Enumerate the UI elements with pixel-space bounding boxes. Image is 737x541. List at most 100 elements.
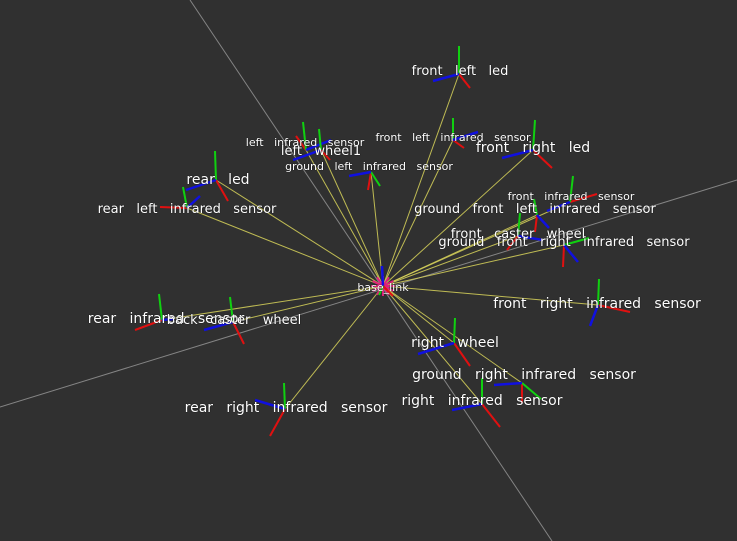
x-axis [269,408,286,437]
y-axis [158,293,163,321]
axes-right-wheel [417,317,471,367]
tf-link-back-caster-wheel [232,285,384,323]
y-axis [453,317,456,344]
z-axis [536,214,550,229]
frame-label-rear-infrared-sensor: rear infrared sensor [87,311,245,327]
grid-line [0,179,737,408]
tf-links [161,73,599,410]
y-axis [370,171,381,187]
y-axis [533,198,538,216]
frame-label-front-right-led: front right led [475,140,591,156]
z-axis [501,148,534,160]
z-axis [254,398,286,411]
tf-link-front-left-led [382,73,460,287]
z-axis [451,402,483,412]
y-axis [214,150,217,181]
z-axis [563,244,579,263]
frame-label-left-wheel: left wheel1 [280,144,362,159]
x-axis [452,139,465,149]
tf-link-ground-right-infrared-sensor [382,285,523,384]
tf-link-rear-right-infrared-sensor [284,285,384,410]
z-axis [493,381,523,387]
axes-front-right-infrared-sensor [588,278,631,327]
y-axis [229,296,234,323]
z-axis [546,200,571,213]
x-axis [367,171,372,191]
frame-label-rear-led: rear led [186,172,250,188]
tf-link-right-infrared-sensor [382,285,483,405]
tf-link-ground-front-right-infrared-sensor [382,244,565,287]
axes-ground-left-infrared-sensor [348,170,381,191]
x-axis [159,206,188,209]
x-axis [562,244,565,268]
axes-left-wheel [292,128,331,162]
tf-link-left-wheel [320,149,384,287]
frame-label-back-caster-wheel: back caster wheel [166,313,302,328]
y-axis [318,128,322,151]
x-axis [534,214,538,233]
z-axis [292,148,322,162]
axes-back-caster-wheel [203,296,245,345]
root-marker [371,265,395,297]
axes-rear-right-infrared-sensor [254,382,286,437]
z-axis [417,341,455,356]
y-axis [182,186,188,209]
frame-label-front-infrared-sensor: front infrared sensor [507,190,635,203]
x-axis [481,403,501,428]
tf-link-rear-infrared-sensor [161,285,384,321]
x-axis [295,135,307,151]
axes-front-right-led [501,119,553,169]
z-axis [588,304,600,327]
y-axis [597,278,600,306]
frame-label-ground-front-right-infrared-sensor: ground front right infrared sensor [438,235,690,250]
z-axis [452,130,479,142]
axes-front-caster-wheel [506,212,544,251]
axes-front-infrared-sensor [546,175,598,213]
frame-label-ground-left-infrared-sensor: ground left infrared sensor [285,160,453,173]
x-axis [569,193,598,203]
z-axis [185,178,217,192]
z-axis [203,320,234,332]
y-axis [563,237,590,246]
frame-label-front-right-infrared-sensor: front right infrared sensor [493,296,701,312]
x-axis [597,304,631,313]
x-axis [382,285,394,297]
y-axis [517,212,521,237]
frame-label-rear-right-infrared-sensor: rear right infrared sensor [184,400,388,416]
y-axis [283,382,286,410]
axes-front-left-led [432,46,471,89]
axes-rear-left-infrared-sensor [159,186,201,209]
tf-link-front-right-led [382,149,534,287]
z-axis [517,234,544,242]
x-axis [506,235,519,251]
root-ray [382,280,394,287]
frame-label-base-link: base_link [357,281,409,294]
z-axis [348,170,372,178]
z-axis [432,72,460,83]
x-axis [532,149,553,169]
y-axis [521,382,542,400]
axes-ground-front-right-infrared-sensor [562,237,590,268]
frame-label-ground-right-infrared-sensor: ground right infrared sensor [412,367,636,383]
frame-label-front-caster-wheel: front caster wheel [450,227,586,242]
y-axis [532,119,536,151]
z-axis [161,317,174,322]
axes-right-infrared-sensor [451,378,501,428]
tf-link-ground-front-left-infrared-sensor [382,214,538,287]
x-axis [453,342,471,367]
tf-link-rear-led [215,179,384,287]
frame-label-front-left-led: front left led [411,64,509,79]
y-axis [378,285,384,296]
x-axis [458,73,471,89]
axes-ground-right-infrared-sensor [493,381,542,403]
tf-link-front-caster-wheel [382,235,519,287]
frame-label-front-left-infrared-sensor: front left infrared sensor [375,131,531,144]
tf-link-rear-left-infrared-sensor [186,207,384,287]
z-axis [186,195,201,209]
frame-label-ground-front-left-infrared-sensor: ground front left infrared sensor [414,202,656,217]
axes-front-left-infrared-sensor [452,118,479,149]
tf-link-left-infrared-sensor [305,149,384,287]
